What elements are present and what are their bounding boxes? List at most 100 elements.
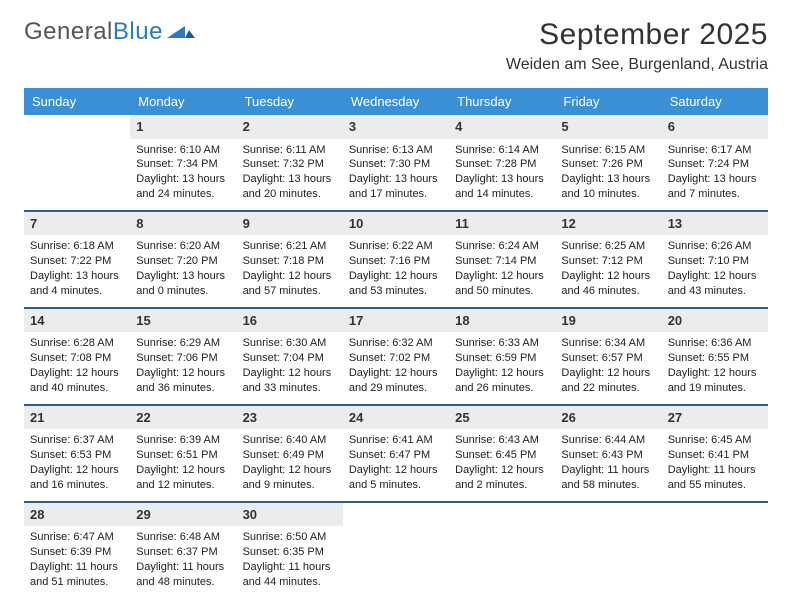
day-number: 1 [130,115,236,139]
day-cell: 25Sunrise: 6:43 AMSunset: 6:45 PMDayligh… [449,406,555,501]
sunset-text: Sunset: 6:39 PM [30,545,124,560]
sunset-text: Sunset: 7:14 PM [455,254,549,269]
sunrise-text: Sunrise: 6:30 AM [243,336,337,351]
sunrise-text: Sunrise: 6:36 AM [668,336,762,351]
sunrise-text: Sunrise: 6:20 AM [136,239,230,254]
daylight-text: Daylight: 12 hours and 2 minutes. [455,463,549,493]
sunset-text: Sunset: 7:12 PM [561,254,655,269]
day-cell: 8Sunrise: 6:20 AMSunset: 7:20 PMDaylight… [130,212,236,307]
day-cell: 18Sunrise: 6:33 AMSunset: 6:59 PMDayligh… [449,309,555,404]
day-cell: 11Sunrise: 6:24 AMSunset: 7:14 PMDayligh… [449,212,555,307]
daylight-text: Daylight: 12 hours and 46 minutes. [561,269,655,299]
sunrise-text: Sunrise: 6:25 AM [561,239,655,254]
daylight-text: Daylight: 12 hours and 50 minutes. [455,269,549,299]
day-number: 20 [662,309,768,333]
day-cell: 17 Sunrise: 6:32 AMSunset: 7:02 PMDayligh… [343,309,449,404]
weekday-tuesday: Tuesday [237,88,343,115]
daylight-text: Daylight: 11 hours and 44 minutes. [243,560,337,590]
sunset-text: Sunset: 7:06 PM [136,351,230,366]
day-number: 19 [555,309,661,333]
day-number: 10 [343,212,449,236]
sunset-text: Sunset: 7:02 PM [349,351,443,366]
daylight-text: Daylight: 12 hours and 26 minutes. [455,366,549,396]
sunset-text: Sunset: 6:55 PM [668,351,762,366]
week-row: 28Sunrise: 6:47 AMSunset: 6:39 PMDayligh… [24,503,768,598]
day-number: 14 [24,309,130,333]
sunrise-text: Sunrise: 6:10 AM [136,143,230,158]
sunset-text: Sunset: 6:35 PM [243,545,337,560]
day-cell: 7Sunrise: 6:18 AMSunset: 7:22 PMDaylight… [24,212,130,307]
day-cell: 6Sunrise: 6:17 AMSunset: 7:24 PMDaylight… [662,115,768,210]
sunrise-text: Sunrise: 6:44 AM [561,433,655,448]
sunrise-text: Sunrise: 6:29 AM [136,336,230,351]
daylight-text: Daylight: 11 hours and 58 minutes. [561,463,655,493]
day-cell-empty [449,503,555,598]
sunrise-text: Sunrise: 6:33 AM [455,336,549,351]
day-number: 26 [555,406,661,430]
weekday-friday: Friday [555,88,661,115]
calendar: SundayMondayTuesdayWednesdayThursdayFrid… [24,88,768,598]
sunrise-text: Sunrise: 6:40 AM [243,433,337,448]
day-cell-empty [343,503,449,598]
day-number: 5 [555,115,661,139]
day-number: 3 [343,115,449,139]
location: Weiden am See, Burgenland, Austria [506,56,768,74]
day-number: 6 [662,115,768,139]
day-number: 16 [237,309,343,333]
day-number: 15 [130,309,236,333]
sunset-text: Sunset: 7:16 PM [349,254,443,269]
daylight-text: Daylight: 13 hours and 17 minutes. [349,172,443,202]
day-number: 17 [343,309,449,333]
weekday-header-row: SundayMondayTuesdayWednesdayThursdayFrid… [24,88,768,115]
sunrise-text: Sunrise: 6:24 AM [455,239,549,254]
day-number: 7 [24,212,130,236]
daylight-text: Daylight: 12 hours and 16 minutes. [30,463,124,493]
day-number: 22 [130,406,236,430]
daylight-text: Daylight: 12 hours and 29 minutes. [349,366,443,396]
daylight-text: Daylight: 12 hours and 9 minutes. [243,463,337,493]
sunrise-text: Sunrise: 6:50 AM [243,530,337,545]
sunrise-text: Sunrise: 6:13 AM [349,143,443,158]
day-number: 24 [343,406,449,430]
day-number: 30 [237,503,343,527]
day-cell-empty [662,503,768,598]
sunset-text: Sunset: 7:04 PM [243,351,337,366]
daylight-text: Daylight: 11 hours and 51 minutes. [30,560,124,590]
daylight-text: Daylight: 12 hours and 33 minutes. [243,366,337,396]
day-cell: 29Sunrise: 6:48 AMSunset: 6:37 PMDayligh… [130,503,236,598]
sunset-text: Sunset: 6:59 PM [455,351,549,366]
sunset-text: Sunset: 6:47 PM [349,448,443,463]
day-cell: 16 Sunrise: 6:30 AMSunset: 7:04 PMDayligh… [237,309,343,404]
sunset-text: Sunset: 6:41 PM [668,448,762,463]
logo-text: GeneralBlue [24,18,163,46]
day-cell: 4Sunrise: 6:14 AMSunset: 7:28 PMDaylight… [449,115,555,210]
day-cell: 12 Sunrise: 6:25 AMSunset: 7:12 PMDayligh… [555,212,661,307]
sunrise-text: Sunrise: 6:43 AM [455,433,549,448]
daylight-text: Daylight: 13 hours and 7 minutes. [668,172,762,202]
sunrise-text: Sunrise: 6:21 AM [243,239,337,254]
sunset-text: Sunset: 6:57 PM [561,351,655,366]
sunrise-text: Sunrise: 6:45 AM [668,433,762,448]
sunset-text: Sunset: 6:43 PM [561,448,655,463]
day-number: 9 [237,212,343,236]
daylight-text: Daylight: 12 hours and 22 minutes. [561,366,655,396]
sunset-text: Sunset: 7:18 PM [243,254,337,269]
daylight-text: Daylight: 13 hours and 24 minutes. [136,172,230,202]
day-number: 8 [130,212,236,236]
week-row: 21Sunrise: 6:37 AMSunset: 6:53 PMDayligh… [24,406,768,503]
logo-word1: General [24,18,113,45]
sunrise-text: Sunrise: 6:28 AM [30,336,124,351]
daylight-text: Daylight: 11 hours and 55 minutes. [668,463,762,493]
day-cell: 2Sunrise: 6:11 AMSunset: 7:32 PMDaylight… [237,115,343,210]
sunrise-text: Sunrise: 6:32 AM [349,336,443,351]
weekday-saturday: Saturday [662,88,768,115]
daylight-text: Daylight: 12 hours and 12 minutes. [136,463,230,493]
daylight-text: Daylight: 12 hours and 43 minutes. [668,269,762,299]
sunset-text: Sunset: 7:08 PM [30,351,124,366]
day-number: 12 [555,212,661,236]
sunrise-text: Sunrise: 6:11 AM [243,143,337,158]
sunrise-text: Sunrise: 6:17 AM [668,143,762,158]
logo: GeneralBlue [24,18,195,46]
daylight-text: Daylight: 11 hours and 48 minutes. [136,560,230,590]
day-cell: 23Sunrise: 6:40 AMSunset: 6:49 PMDayligh… [237,406,343,501]
